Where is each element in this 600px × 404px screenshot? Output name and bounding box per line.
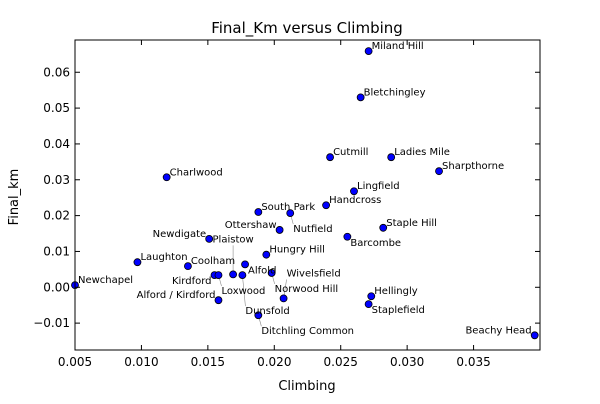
point-label: Ladies Mile xyxy=(394,147,450,158)
data-point xyxy=(205,235,214,243)
point-label: Newdigate xyxy=(153,229,207,240)
data-point xyxy=(326,153,334,162)
point-label: Newchapel xyxy=(78,275,133,286)
label-leader-line xyxy=(242,275,246,307)
data-point xyxy=(254,311,263,320)
y-tick-label: 0.04 xyxy=(43,137,70,151)
x-tick-label: 0.010 xyxy=(124,355,158,369)
chart-title: Final_Km versus Climbing xyxy=(211,19,403,38)
y-axis-label: Final_km xyxy=(7,169,22,226)
point-label: South Park xyxy=(261,202,315,213)
point-label: Charlwood xyxy=(170,167,223,178)
x-tick-label: 0.015 xyxy=(191,355,225,369)
data-point xyxy=(275,226,284,234)
point-label: Barcombe xyxy=(350,238,401,249)
x-tick-label: 0.005 xyxy=(58,355,92,369)
data-point xyxy=(343,232,352,241)
x-tick-label: 0.030 xyxy=(390,355,424,369)
point-label: Alford / Kirdford xyxy=(137,290,216,301)
point-label: Sharpthorne xyxy=(442,161,504,172)
point-label: Hungry Hill xyxy=(269,245,325,256)
x-tick-label: 0.020 xyxy=(257,355,291,369)
data-point xyxy=(133,258,142,267)
data-point xyxy=(350,187,358,196)
point-label: Staple Hill xyxy=(386,218,437,229)
y-tick-label: 0.03 xyxy=(43,173,70,187)
data-point xyxy=(530,331,539,340)
data-point xyxy=(241,260,249,269)
point-label: Dunsfold xyxy=(245,306,289,317)
data-point xyxy=(364,300,373,309)
data-point xyxy=(322,201,331,210)
point-label: Ottershaw xyxy=(225,220,277,231)
point-label: Laughton xyxy=(140,252,187,263)
point-label: Beachy Head xyxy=(465,325,531,336)
point-label: Coolham xyxy=(191,256,235,267)
y-tick-label: 0.00 xyxy=(43,280,70,294)
point-label: Cutmill xyxy=(333,147,368,158)
x-tick-label: 0.025 xyxy=(324,355,358,369)
point-label: Ditchling Common xyxy=(261,326,354,337)
point-label: Loxwood xyxy=(221,286,265,297)
point-label: Norwood Hill xyxy=(275,284,339,295)
point-label: Hellingly xyxy=(374,286,417,297)
data-point xyxy=(214,296,223,305)
point-label: Staplefield xyxy=(372,305,425,316)
point-label: Handcross xyxy=(329,195,381,206)
data-point xyxy=(364,47,373,56)
data-point xyxy=(214,271,223,279)
data-point xyxy=(435,167,443,176)
point-label: Kirdford xyxy=(172,276,212,287)
x-tick-label: 0.035 xyxy=(456,355,490,369)
data-point xyxy=(254,208,263,216)
data-point xyxy=(229,270,238,279)
point-label: Bletchingley xyxy=(364,87,426,98)
data-point xyxy=(279,294,288,303)
data-point xyxy=(387,153,396,162)
data-point xyxy=(262,250,271,259)
y-tick-label: −0.01 xyxy=(33,316,70,330)
point-label: Nutfield xyxy=(293,224,332,235)
y-tick-label: 0.02 xyxy=(43,209,70,223)
point-label: Miland Hill xyxy=(372,41,424,52)
data-point xyxy=(286,209,295,217)
y-tick-label: 0.05 xyxy=(43,101,70,115)
data-point xyxy=(162,173,171,182)
y-tick-label: 0.06 xyxy=(43,65,70,79)
point-label: Wivelsfield xyxy=(287,268,341,279)
data-point xyxy=(379,223,388,232)
point-label: Alfold xyxy=(248,265,276,276)
data-point xyxy=(367,292,376,301)
data-point xyxy=(267,269,276,277)
data-point xyxy=(184,262,192,271)
point-label: Lingfield xyxy=(357,181,400,192)
x-axis-label: Climbing xyxy=(278,379,335,394)
point-label: Plaistow xyxy=(213,234,254,245)
data-point xyxy=(238,271,247,279)
y-tick-label: 0.01 xyxy=(43,244,70,258)
data-point xyxy=(356,93,365,102)
plot-frame xyxy=(74,39,541,351)
